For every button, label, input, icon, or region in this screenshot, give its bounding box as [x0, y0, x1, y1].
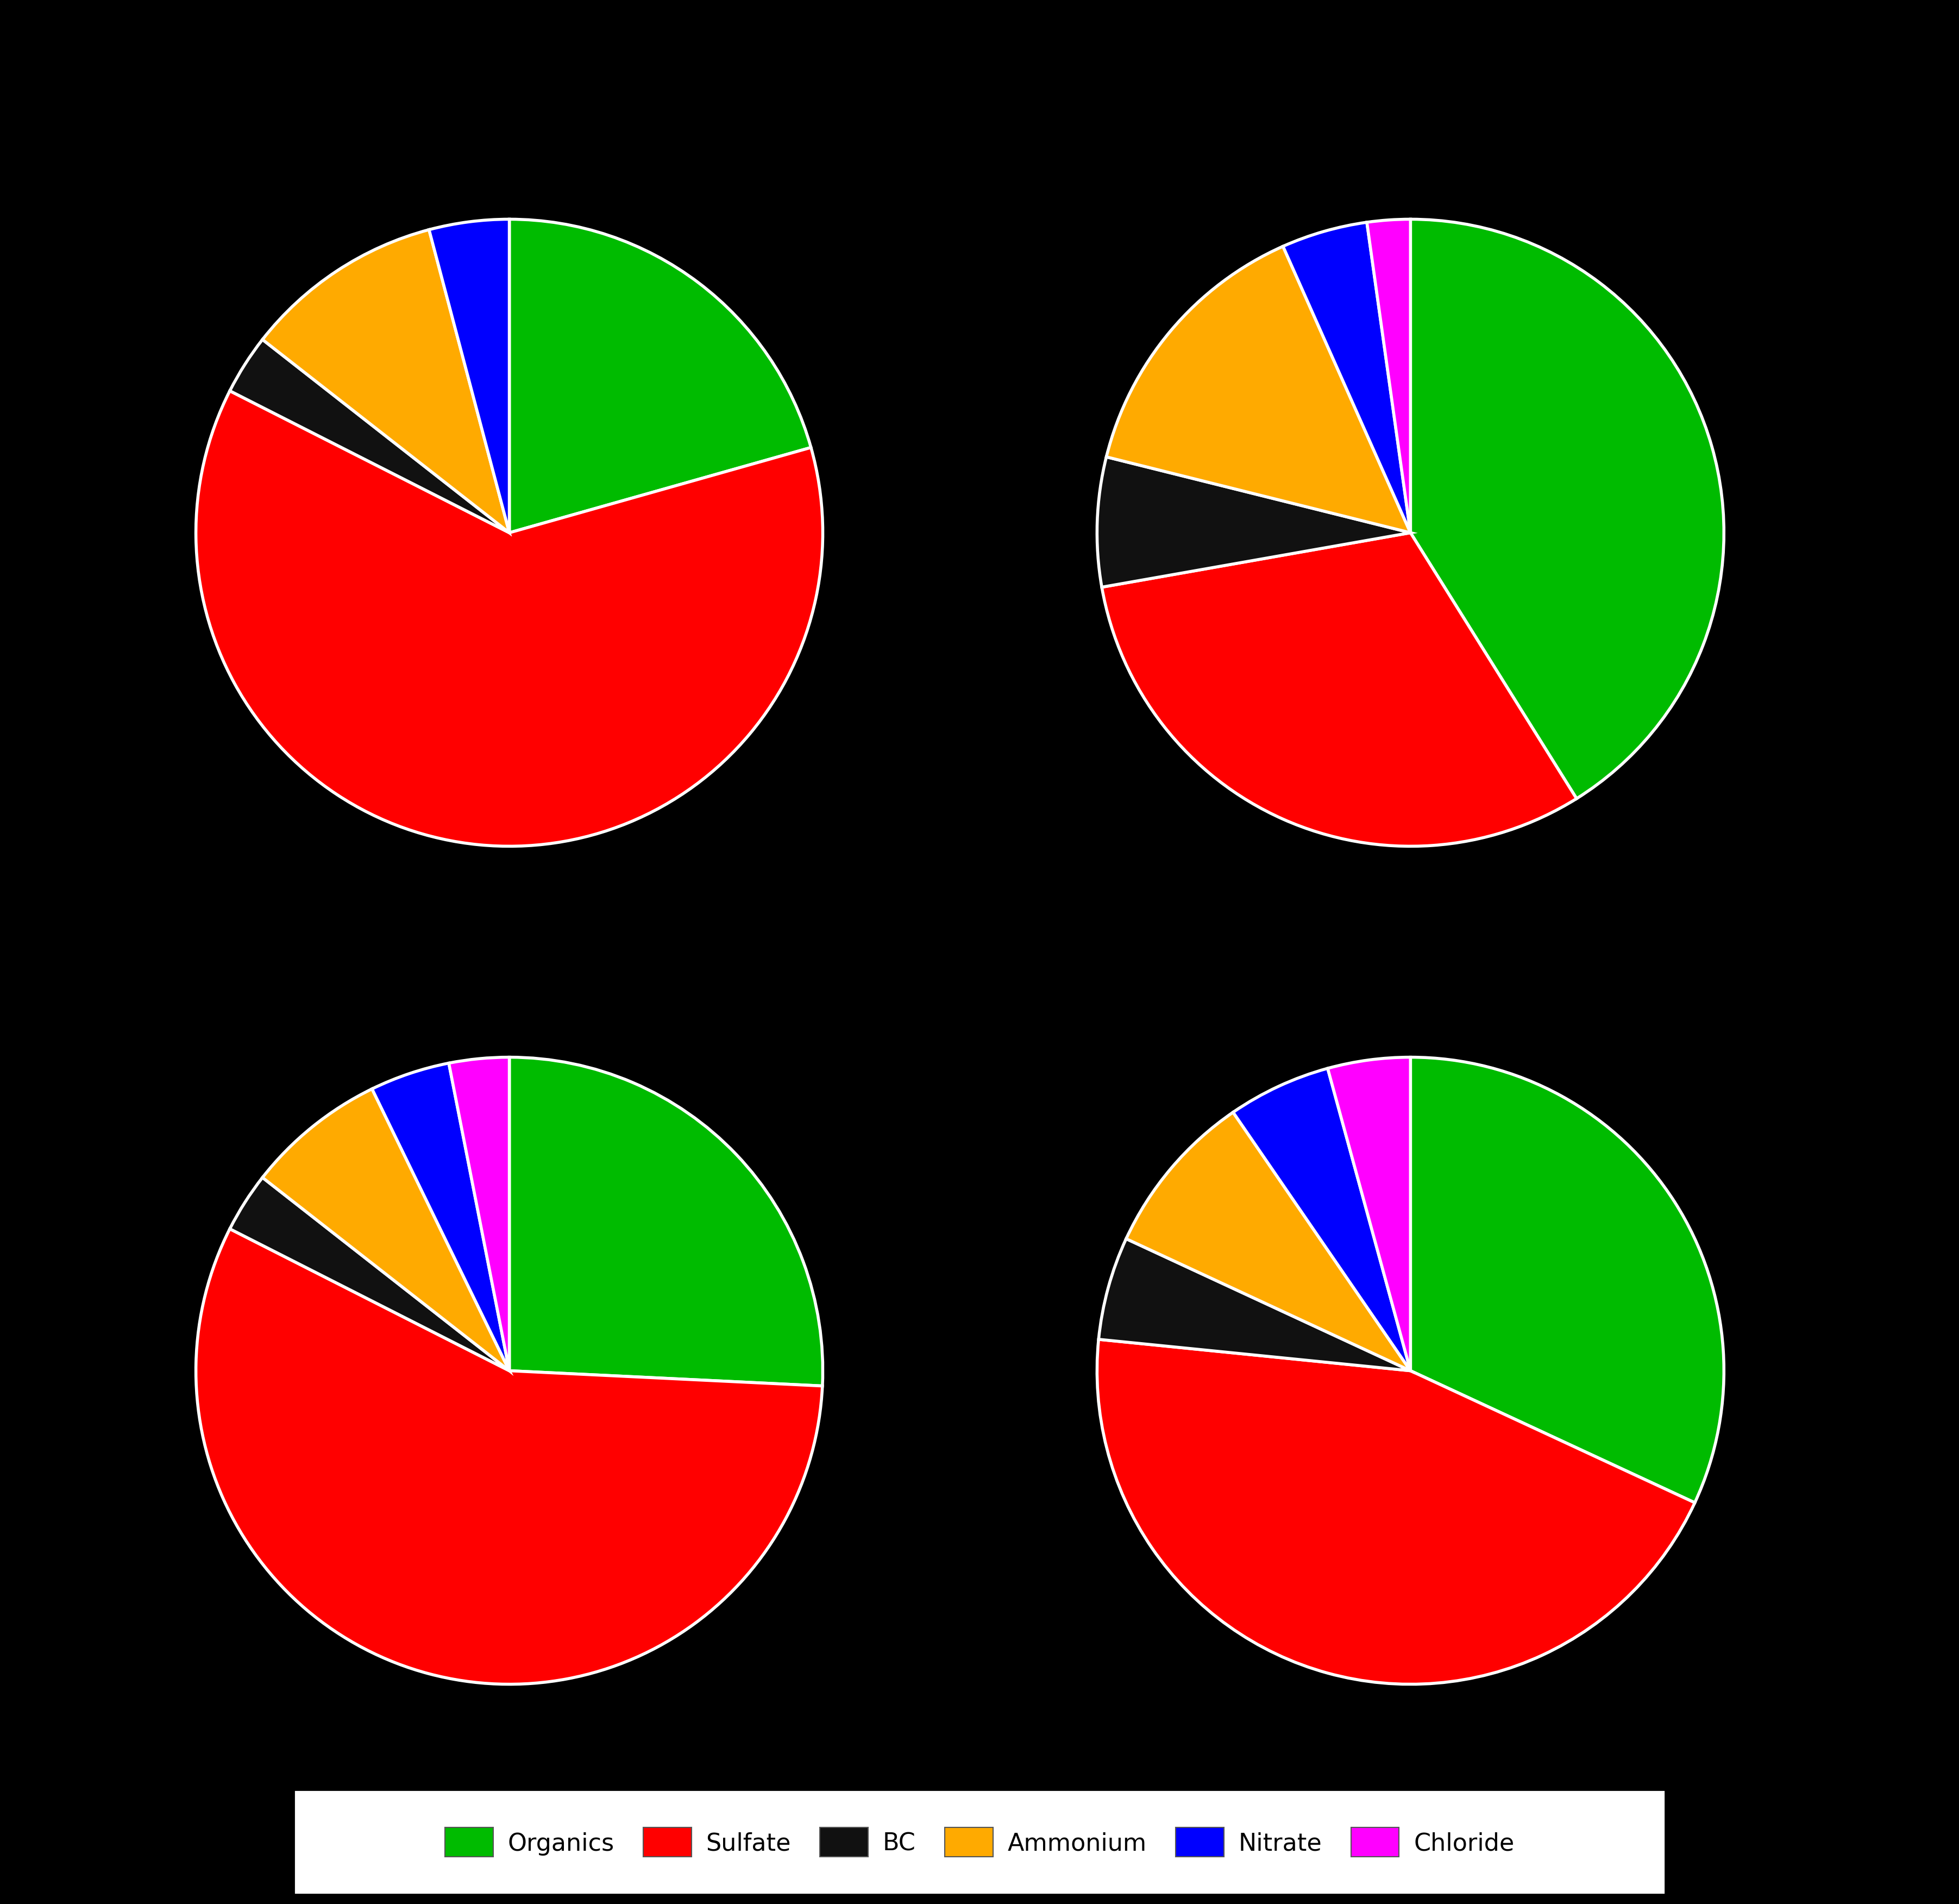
Wedge shape [1101, 533, 1577, 847]
Wedge shape [1232, 1068, 1410, 1371]
Wedge shape [429, 219, 509, 533]
Wedge shape [1410, 219, 1724, 800]
Wedge shape [1410, 1057, 1724, 1502]
Wedge shape [229, 341, 509, 533]
Wedge shape [196, 392, 823, 847]
Wedge shape [1097, 1340, 1695, 1685]
Wedge shape [1283, 223, 1410, 533]
Wedge shape [1097, 457, 1410, 588]
Wedge shape [1099, 1240, 1410, 1371]
Wedge shape [509, 219, 811, 533]
Wedge shape [509, 1057, 823, 1386]
Wedge shape [372, 1062, 509, 1371]
Legend: Organics, Sulfate, BC, Ammonium, Nitrate, Chloride: Organics, Sulfate, BC, Ammonium, Nitrate… [433, 1815, 1526, 1870]
Wedge shape [263, 1089, 509, 1371]
Wedge shape [1367, 219, 1410, 533]
Wedge shape [1107, 248, 1410, 533]
Wedge shape [196, 1230, 823, 1685]
Wedge shape [263, 230, 509, 533]
Wedge shape [229, 1179, 509, 1371]
Wedge shape [1328, 1057, 1410, 1371]
Wedge shape [449, 1057, 509, 1371]
Wedge shape [1126, 1112, 1410, 1371]
